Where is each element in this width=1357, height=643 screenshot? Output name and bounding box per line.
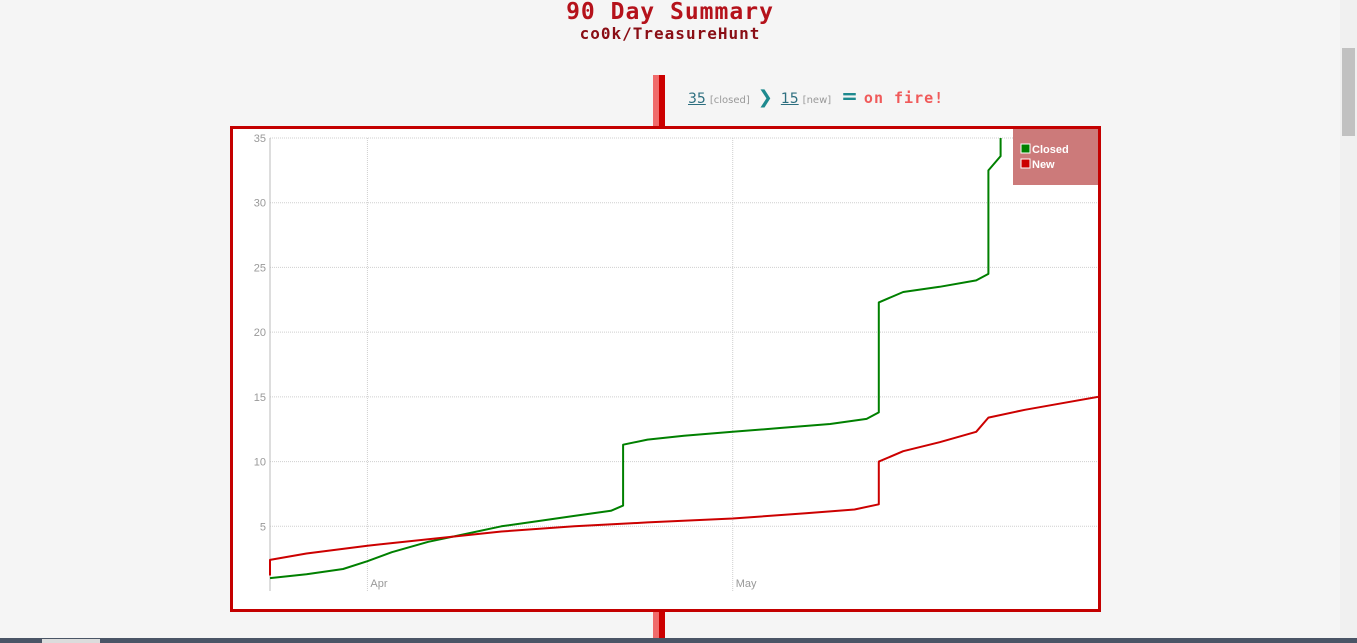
line-chart: 5 10 15 20 25 30 35 Apr May Closed New (254, 129, 1099, 591)
taskbar (0, 638, 1357, 643)
y-tick-label: 5 (260, 521, 266, 533)
y-tick-label: 20 (254, 327, 266, 339)
y-tick-label: 25 (254, 262, 266, 274)
new-count-link[interactable]: 15 (780, 91, 799, 107)
series-line-new (269, 395, 1099, 576)
x-tick-label: Apr (370, 578, 387, 590)
repo-name: co0k/TreasureHunt (579, 24, 761, 43)
legend: Closed New (1013, 129, 1098, 185)
greater-than-icon: ❯ (757, 87, 773, 108)
chart-container: 5 10 15 20 25 30 35 Apr May Closed New (230, 126, 1101, 612)
issue-summary: 35 [closed] ❯ 15 [new] = on fire! (688, 84, 945, 108)
axes: 5 10 15 20 25 30 35 Apr May (254, 133, 757, 591)
page-title: 90 Day Summary (566, 0, 774, 25)
page-header: 90 Day Summary co0k/TreasureHunt (0, 0, 1340, 44)
equals-icon: = (841, 84, 858, 108)
y-tick-label: 30 (254, 198, 266, 210)
closed-count-link[interactable]: 35 (688, 91, 706, 107)
y-tick-label: 10 (254, 457, 266, 469)
status-text: on fire! (863, 89, 945, 107)
y-tick-label: 35 (254, 133, 266, 145)
timeline-stem-bottom (653, 609, 665, 640)
gridlines (270, 137, 1098, 591)
new-label: [new] (802, 95, 832, 106)
legend-swatch-closed (1020, 143, 1031, 154)
legend-swatch-new (1020, 158, 1031, 169)
legend-label-closed: Closed (1032, 144, 1069, 156)
x-tick-label: May (736, 578, 757, 590)
series-lines (269, 138, 1099, 580)
legend-label-new: New (1032, 159, 1055, 171)
scrollbar-thumb[interactable] (1342, 48, 1355, 136)
vertical-scrollbar[interactable] (1340, 0, 1357, 640)
y-tick-label: 15 (254, 392, 266, 404)
legend-background (1013, 129, 1098, 185)
taskbar-button[interactable] (42, 639, 100, 643)
closed-label: [closed] (709, 95, 750, 106)
timeline-stem-top (653, 75, 665, 126)
series-line-closed (269, 138, 1002, 580)
